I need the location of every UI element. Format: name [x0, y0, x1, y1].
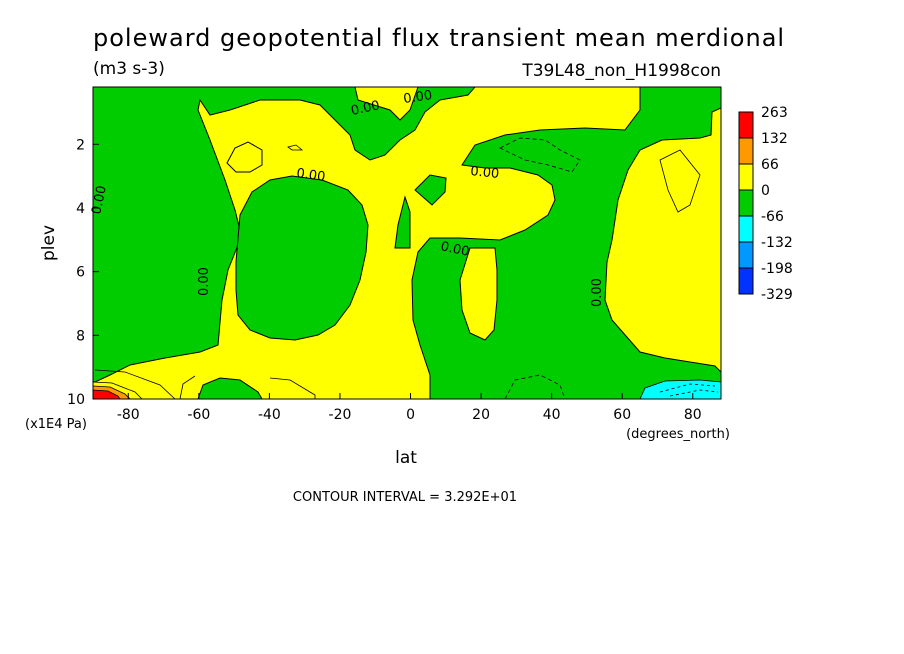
green-patch-eq2	[414, 174, 447, 206]
contour-eq-dashed	[504, 374, 566, 399]
colorbar: 263 132 66 0 -66 -132 -198 -329	[738, 105, 793, 303]
plot-area	[93, 87, 721, 399]
colorbar-swatch	[738, 137, 754, 165]
x-tick-label: 20	[472, 407, 490, 423]
green-main-sh	[93, 87, 476, 383]
contour-label: 0.00	[197, 267, 212, 296]
cyan-dash-1	[659, 383, 716, 393]
yellow-hole-sh	[226, 141, 263, 173]
x-axis-ticks: -80 -60 -40 -20 0 20 40 60 80	[117, 393, 702, 423]
experiment-label: T39L48_non_H1998con	[521, 61, 721, 81]
x-tick-label: 60	[613, 407, 631, 423]
colorbar-swatch	[738, 111, 754, 139]
contour-sh-mid	[269, 377, 316, 399]
green-sp-surface	[197, 377, 263, 399]
colorbar-label: -329	[761, 287, 793, 303]
contour-nh-upper	[659, 149, 701, 213]
colorbar-label: -198	[761, 261, 793, 277]
colorbar-swatch	[738, 267, 754, 295]
contour-label: 0.00	[470, 164, 500, 182]
contour-nh-dashed	[499, 137, 581, 173]
contour-label: 0.00	[439, 239, 470, 260]
colorbar-swatch	[738, 241, 754, 269]
contour-label: 0.00	[590, 278, 605, 307]
colorbar-label: 0	[761, 183, 770, 199]
x-tick-label: -80	[117, 407, 140, 423]
y-tick-label: 6	[76, 265, 85, 281]
contour-sp-a	[94, 369, 176, 399]
colorbar-label: 263	[761, 105, 788, 121]
green-patch-eq	[394, 195, 411, 249]
contour-label: 0.00	[402, 88, 433, 107]
green-central	[235, 175, 369, 341]
y-tick-label: 4	[76, 201, 85, 217]
colorbar-label: 132	[761, 131, 788, 147]
chart-title: poleward geopotential flux transient mea…	[93, 24, 785, 52]
y-tick-label: 10	[67, 392, 85, 408]
contour-labels: 0.00 0.00 0.00 0.00 0.00 0.00 0.00 0.00	[89, 88, 605, 307]
contour-sp-b	[179, 375, 196, 399]
colorbar-swatch	[738, 215, 754, 243]
contour-lat30-small	[287, 144, 304, 151]
x-tick-label: -20	[329, 407, 352, 423]
chart-units: (m3 s-3)	[93, 59, 165, 79]
y-axis-title: plev	[39, 225, 59, 261]
y-axis-ticks: 2 4 6 8 10	[67, 137, 99, 408]
plot-frame	[92, 86, 722, 400]
x-tick-label: -60	[187, 407, 210, 423]
y-tick-label: 2	[76, 137, 85, 153]
red-core-sp-surface	[93, 389, 121, 399]
colorbar-label: -66	[761, 209, 784, 225]
x-axis-units: (degrees_north)	[626, 427, 730, 442]
colorbar-label: -132	[761, 235, 793, 251]
contour-label: 0.00	[350, 98, 381, 119]
cyan-core-np-surface	[639, 379, 721, 399]
colorbar-swatch	[738, 163, 754, 191]
contour-label: 0.00	[295, 166, 326, 185]
x-tick-label: -40	[258, 407, 281, 423]
y-tick-label: 8	[76, 328, 85, 344]
cyan-dash-2	[669, 389, 719, 397]
x-axis-title: lat	[395, 448, 417, 468]
yellow-hole-nh	[459, 247, 498, 341]
contour-interval: CONTOUR INTERVAL = 3.292E+01	[293, 490, 517, 505]
colorbar-swatch	[738, 189, 754, 217]
x-tick-label: 40	[543, 407, 561, 423]
x-tick-label: 0	[406, 407, 415, 423]
x-tick-label: 80	[684, 407, 702, 423]
colorbar-label: 66	[761, 157, 779, 173]
y-axis-units: (x1E4 Pa)	[25, 417, 87, 432]
